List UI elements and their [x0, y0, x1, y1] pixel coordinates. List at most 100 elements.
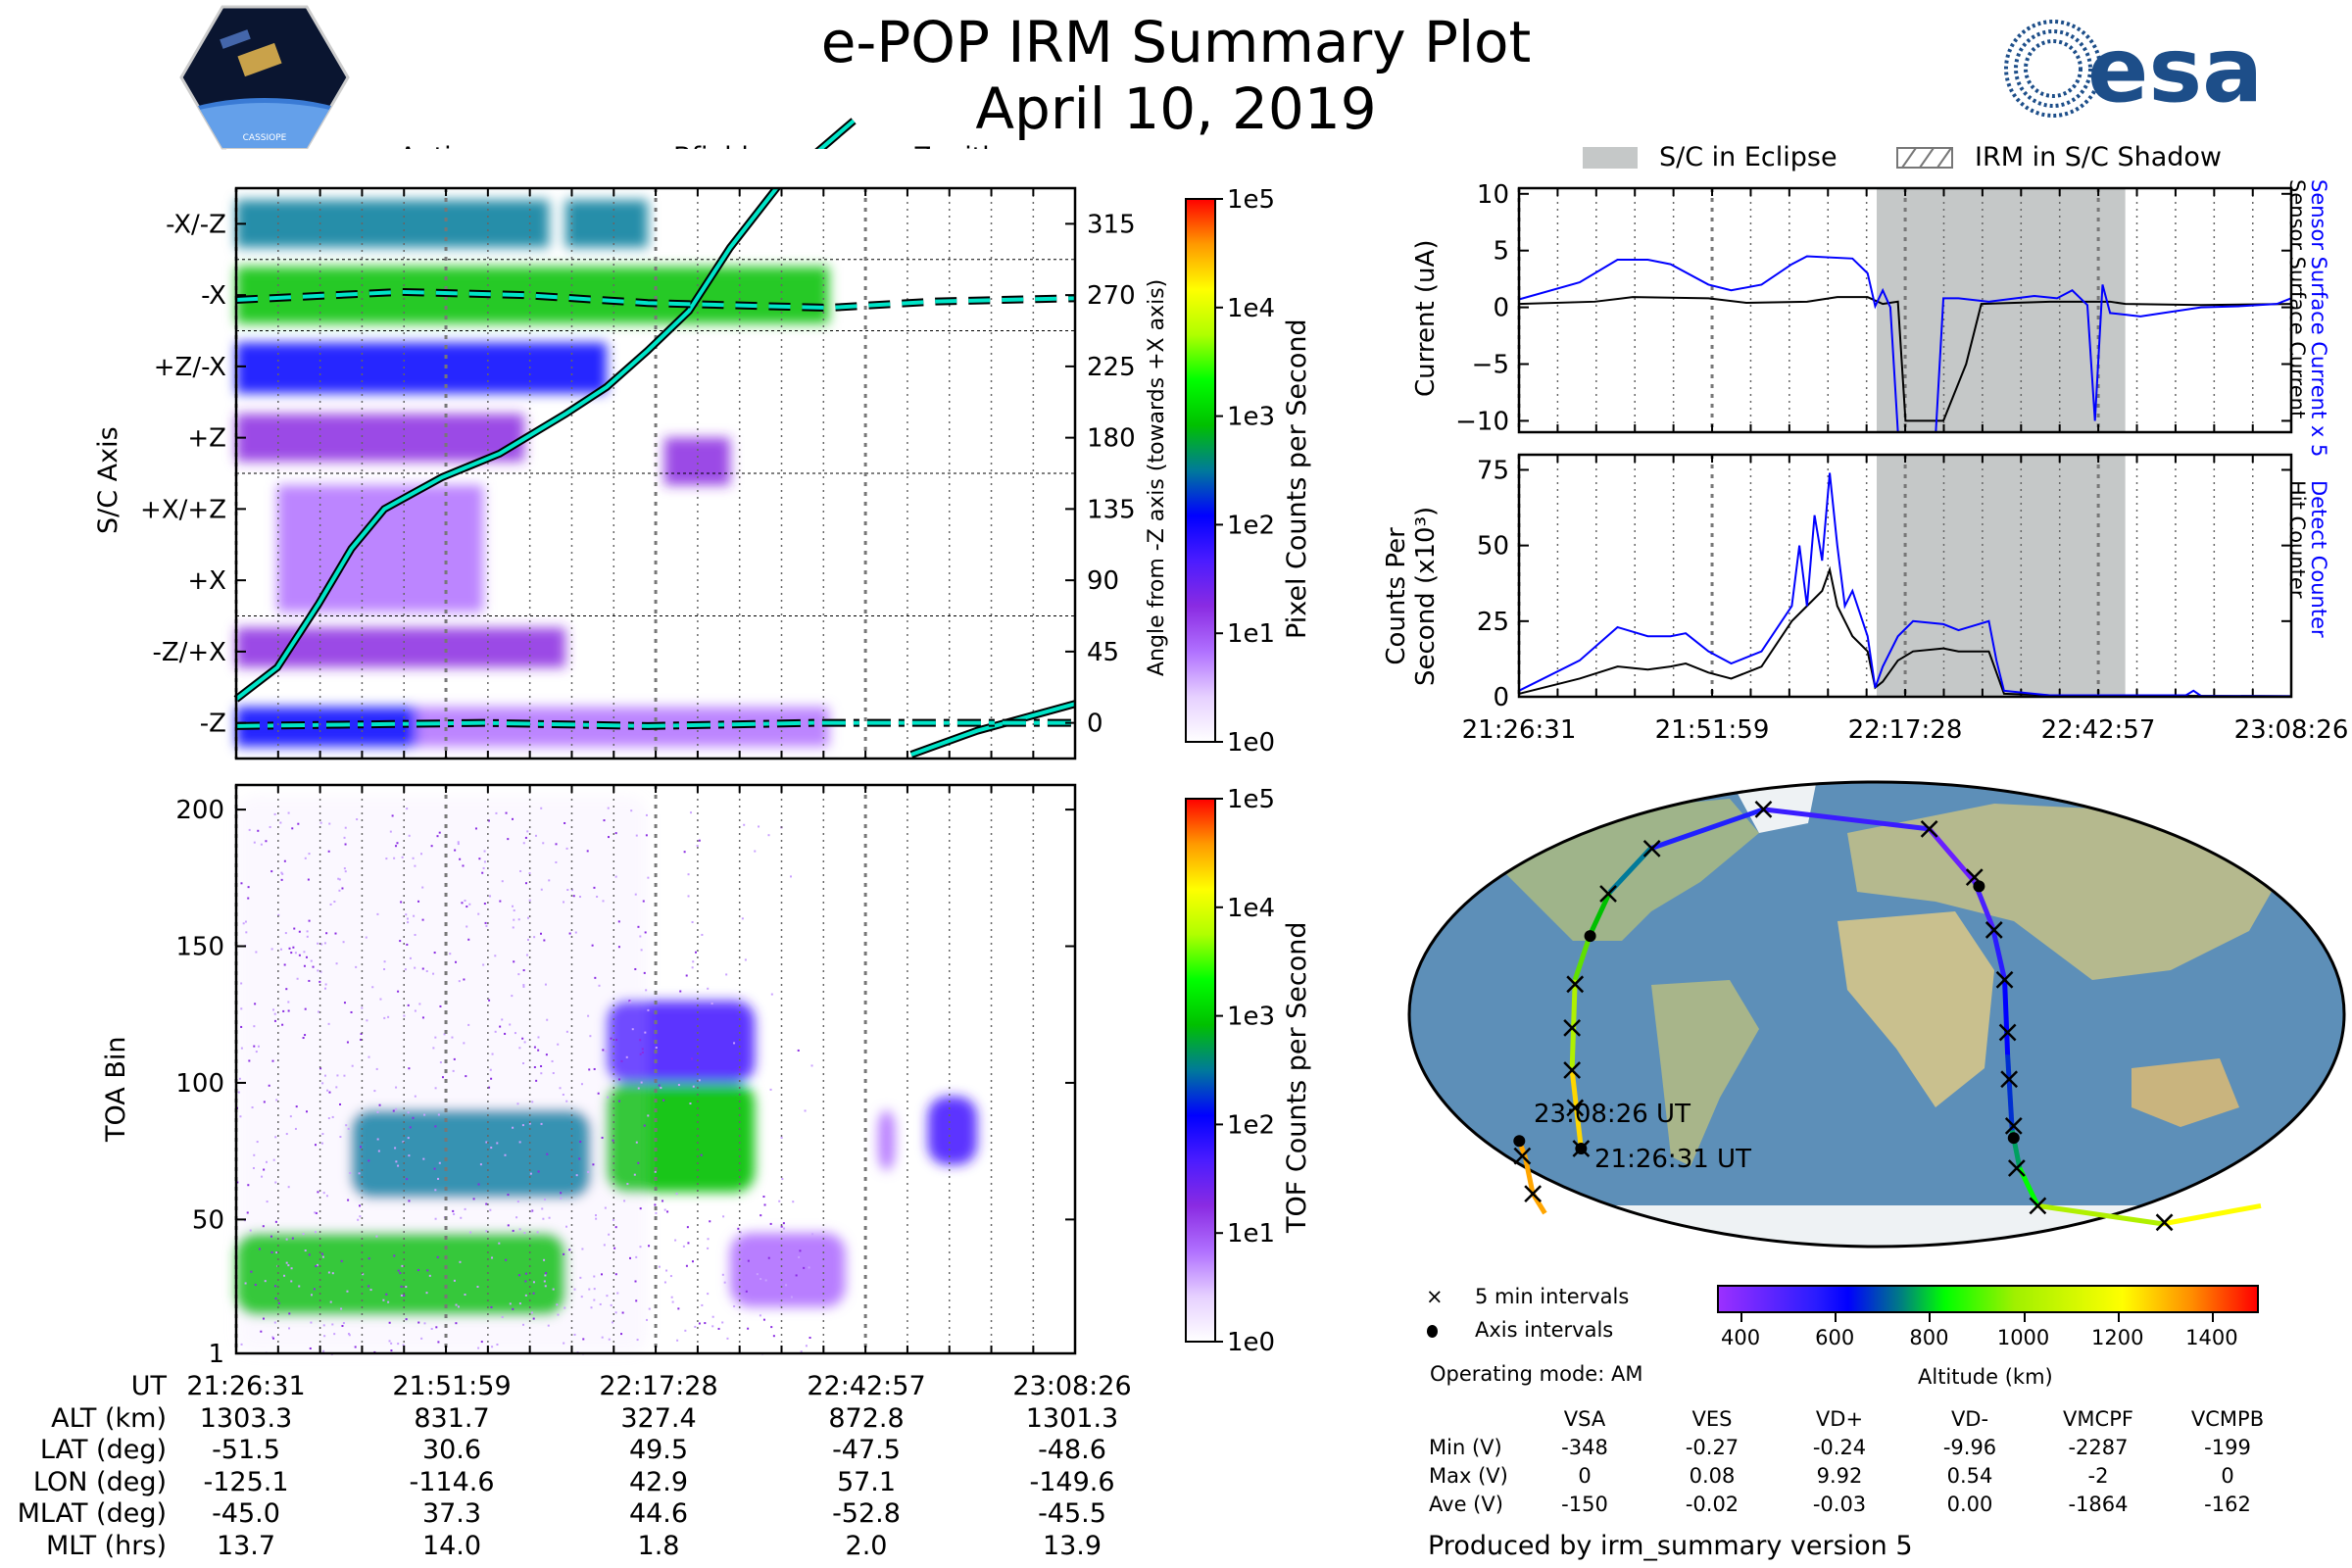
speckle [274, 1297, 277, 1299]
speckle [395, 845, 398, 848]
speckle [314, 1211, 317, 1214]
series-line-detect-counter [1518, 472, 2292, 698]
ytick-label: 75 [1477, 456, 1509, 485]
speckle [308, 853, 311, 856]
colorbar-tick-label: 1e5 [1227, 785, 1275, 814]
speckle [430, 845, 433, 848]
series-line-hit-counter [1518, 565, 2292, 698]
speckle [316, 1263, 318, 1266]
speckle [422, 1157, 425, 1160]
speckle [582, 1338, 585, 1341]
ytick-label-left: +X/+Z [140, 495, 226, 524]
speckle [572, 895, 575, 898]
speckle [356, 818, 359, 821]
speckle [482, 963, 485, 966]
speckle [737, 1227, 740, 1230]
ytick-label-right: 225 [1087, 353, 1136, 382]
speckle [414, 966, 416, 969]
speckle [501, 1315, 504, 1318]
speckle [436, 1255, 439, 1258]
speckle [240, 882, 243, 885]
axes-frame [234, 783, 1077, 1355]
speckle [271, 1336, 274, 1339]
speckle [512, 1229, 514, 1232]
speckle [280, 871, 283, 874]
speckle [378, 1103, 381, 1106]
speckle [343, 867, 346, 870]
speckle [491, 1346, 494, 1348]
ephemeris-cell: 13.9 [1042, 1530, 1102, 1561]
ytick-label-right: 180 [1087, 424, 1136, 454]
speckle [304, 857, 307, 859]
australia [2132, 1058, 2239, 1127]
speckle [654, 1203, 657, 1206]
speckle [335, 962, 338, 965]
speckle [295, 1105, 298, 1108]
speckle [467, 1023, 470, 1026]
speckle [563, 1342, 565, 1345]
speckle [254, 1003, 257, 1005]
speckle [601, 1136, 604, 1139]
speckle [516, 1200, 519, 1203]
speckle [362, 1273, 365, 1276]
speckle [671, 1300, 674, 1303]
speckle [785, 1284, 788, 1287]
speckle [317, 1191, 319, 1194]
interval-cross-icon [1920, 820, 1938, 838]
speckle [733, 1042, 736, 1045]
ytick-label-right: 0 [1087, 710, 1103, 739]
speckle [265, 1160, 268, 1163]
speckle [540, 888, 543, 891]
colorbar-tick-label: 1e0 [1227, 1328, 1275, 1357]
speckle [522, 1061, 525, 1064]
speckle [434, 1036, 437, 1039]
speckle [634, 893, 637, 896]
speckle [389, 830, 392, 833]
speckle [524, 1272, 527, 1275]
speckle [322, 1349, 325, 1352]
speckle [644, 1031, 647, 1034]
speckle [288, 1312, 291, 1315]
speckle [368, 1257, 370, 1260]
speckle [464, 1294, 466, 1297]
tof-region-4 [730, 1233, 846, 1307]
speckle [319, 821, 322, 824]
speckle [240, 1047, 243, 1050]
speckle [639, 1053, 642, 1055]
speckle [322, 1324, 325, 1327]
colorbar-gradient [1185, 198, 1216, 743]
speckle [762, 1196, 765, 1199]
speckle [781, 1178, 784, 1181]
speckle [360, 1146, 363, 1149]
speckle [544, 1198, 547, 1200]
ephemeris-cell: 2.0 [845, 1530, 888, 1561]
altitude-tick-mark [1835, 1313, 1838, 1322]
speckle [261, 1175, 264, 1178]
speckle [778, 1200, 781, 1202]
speckle [505, 811, 508, 814]
speckle [288, 947, 291, 950]
speckle [660, 1087, 662, 1090]
speckle [762, 1318, 765, 1321]
speckle [418, 1003, 421, 1005]
axes-frame [234, 186, 1077, 760]
speckle [744, 958, 747, 961]
speckle [504, 1153, 507, 1156]
interval-cross-icon [2029, 1197, 2047, 1215]
speckle [610, 1303, 612, 1306]
ytick-label: −10 [1455, 407, 1509, 436]
speckle [459, 858, 462, 860]
speckle [480, 1341, 483, 1344]
speckle [404, 968, 407, 971]
speckle [756, 1273, 759, 1276]
axes-frame [1517, 186, 2293, 434]
speckle [275, 1251, 278, 1254]
spectrogram-region-0 [236, 200, 550, 248]
speckle [707, 1247, 710, 1250]
speckle [455, 960, 458, 963]
speckle [581, 1248, 584, 1250]
speckle [288, 1327, 291, 1330]
speckle [238, 1077, 241, 1080]
speckle [290, 952, 293, 955]
speckle [518, 1047, 521, 1050]
